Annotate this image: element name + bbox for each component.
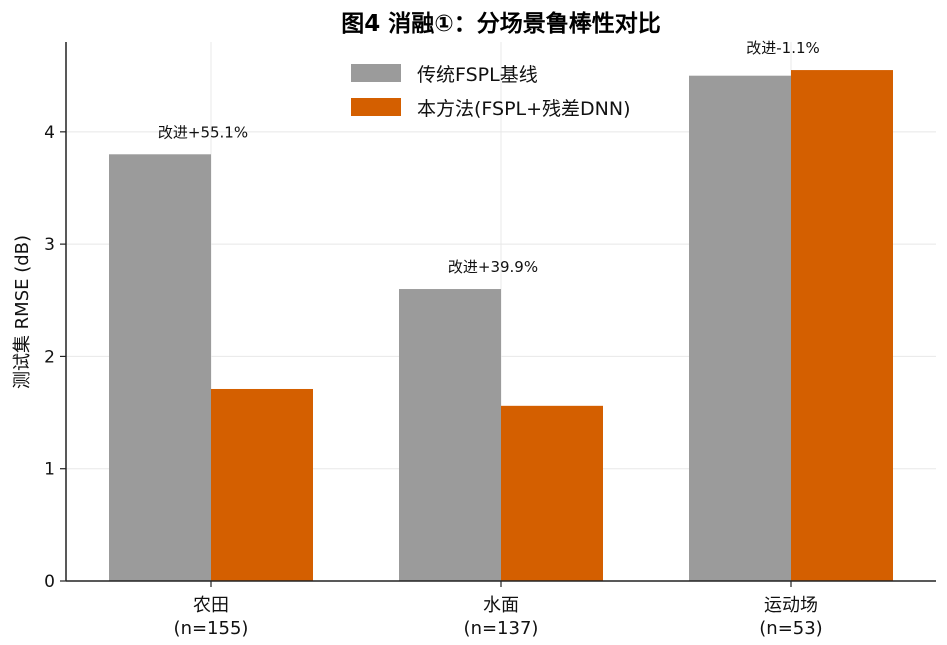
bar-method: [211, 388, 313, 581]
bar-annotations: 改进+55.1% 改进+39.9% 改进-1.1%: [158, 39, 820, 276]
improvement-annotation: 改进+55.1%: [158, 123, 248, 141]
y-ticks: 0 1 2 3 4: [44, 123, 66, 592]
bar-method: [501, 405, 603, 581]
bar-method: [791, 70, 893, 582]
x-tick-count-label: (n=155): [174, 618, 249, 639]
legend-swatch-baseline: [351, 64, 401, 82]
bar-baseline: [109, 154, 211, 581]
improvement-annotation: 改进+39.9%: [448, 258, 538, 276]
x-tick-label: 农田: [193, 595, 229, 616]
x-tick-count-label: (n=53): [759, 618, 822, 639]
x-tick-label: 运动场: [764, 595, 818, 616]
chart-title: 图4 消融①：分场景鲁棒性对比: [341, 10, 660, 37]
bar-baseline: [689, 75, 791, 581]
y-axis-label: 测试集 RMSE (dB): [12, 235, 33, 389]
bars: [109, 70, 893, 582]
bar-baseline: [399, 289, 501, 581]
x-ticks: 农田(n=155) 水面(n=137) 运动场(n=53): [174, 581, 823, 639]
x-tick-label: 水面: [483, 595, 519, 616]
legend-swatch-method: [351, 98, 401, 116]
legend: 传统FSPL基线 本方法(FSPL+残差DNN): [351, 64, 631, 120]
improvement-annotation: 改进-1.1%: [746, 39, 820, 57]
y-tick-label: 2: [44, 347, 55, 367]
y-tick-label: 3: [44, 235, 55, 255]
legend-label-method: 本方法(FSPL+残差DNN): [417, 98, 631, 120]
x-tick-count-label: (n=137): [464, 618, 539, 639]
legend-label-baseline: 传统FSPL基线: [417, 64, 538, 86]
y-tick-label: 0: [44, 572, 55, 592]
y-tick-label: 4: [44, 123, 55, 143]
y-tick-label: 1: [44, 460, 55, 480]
